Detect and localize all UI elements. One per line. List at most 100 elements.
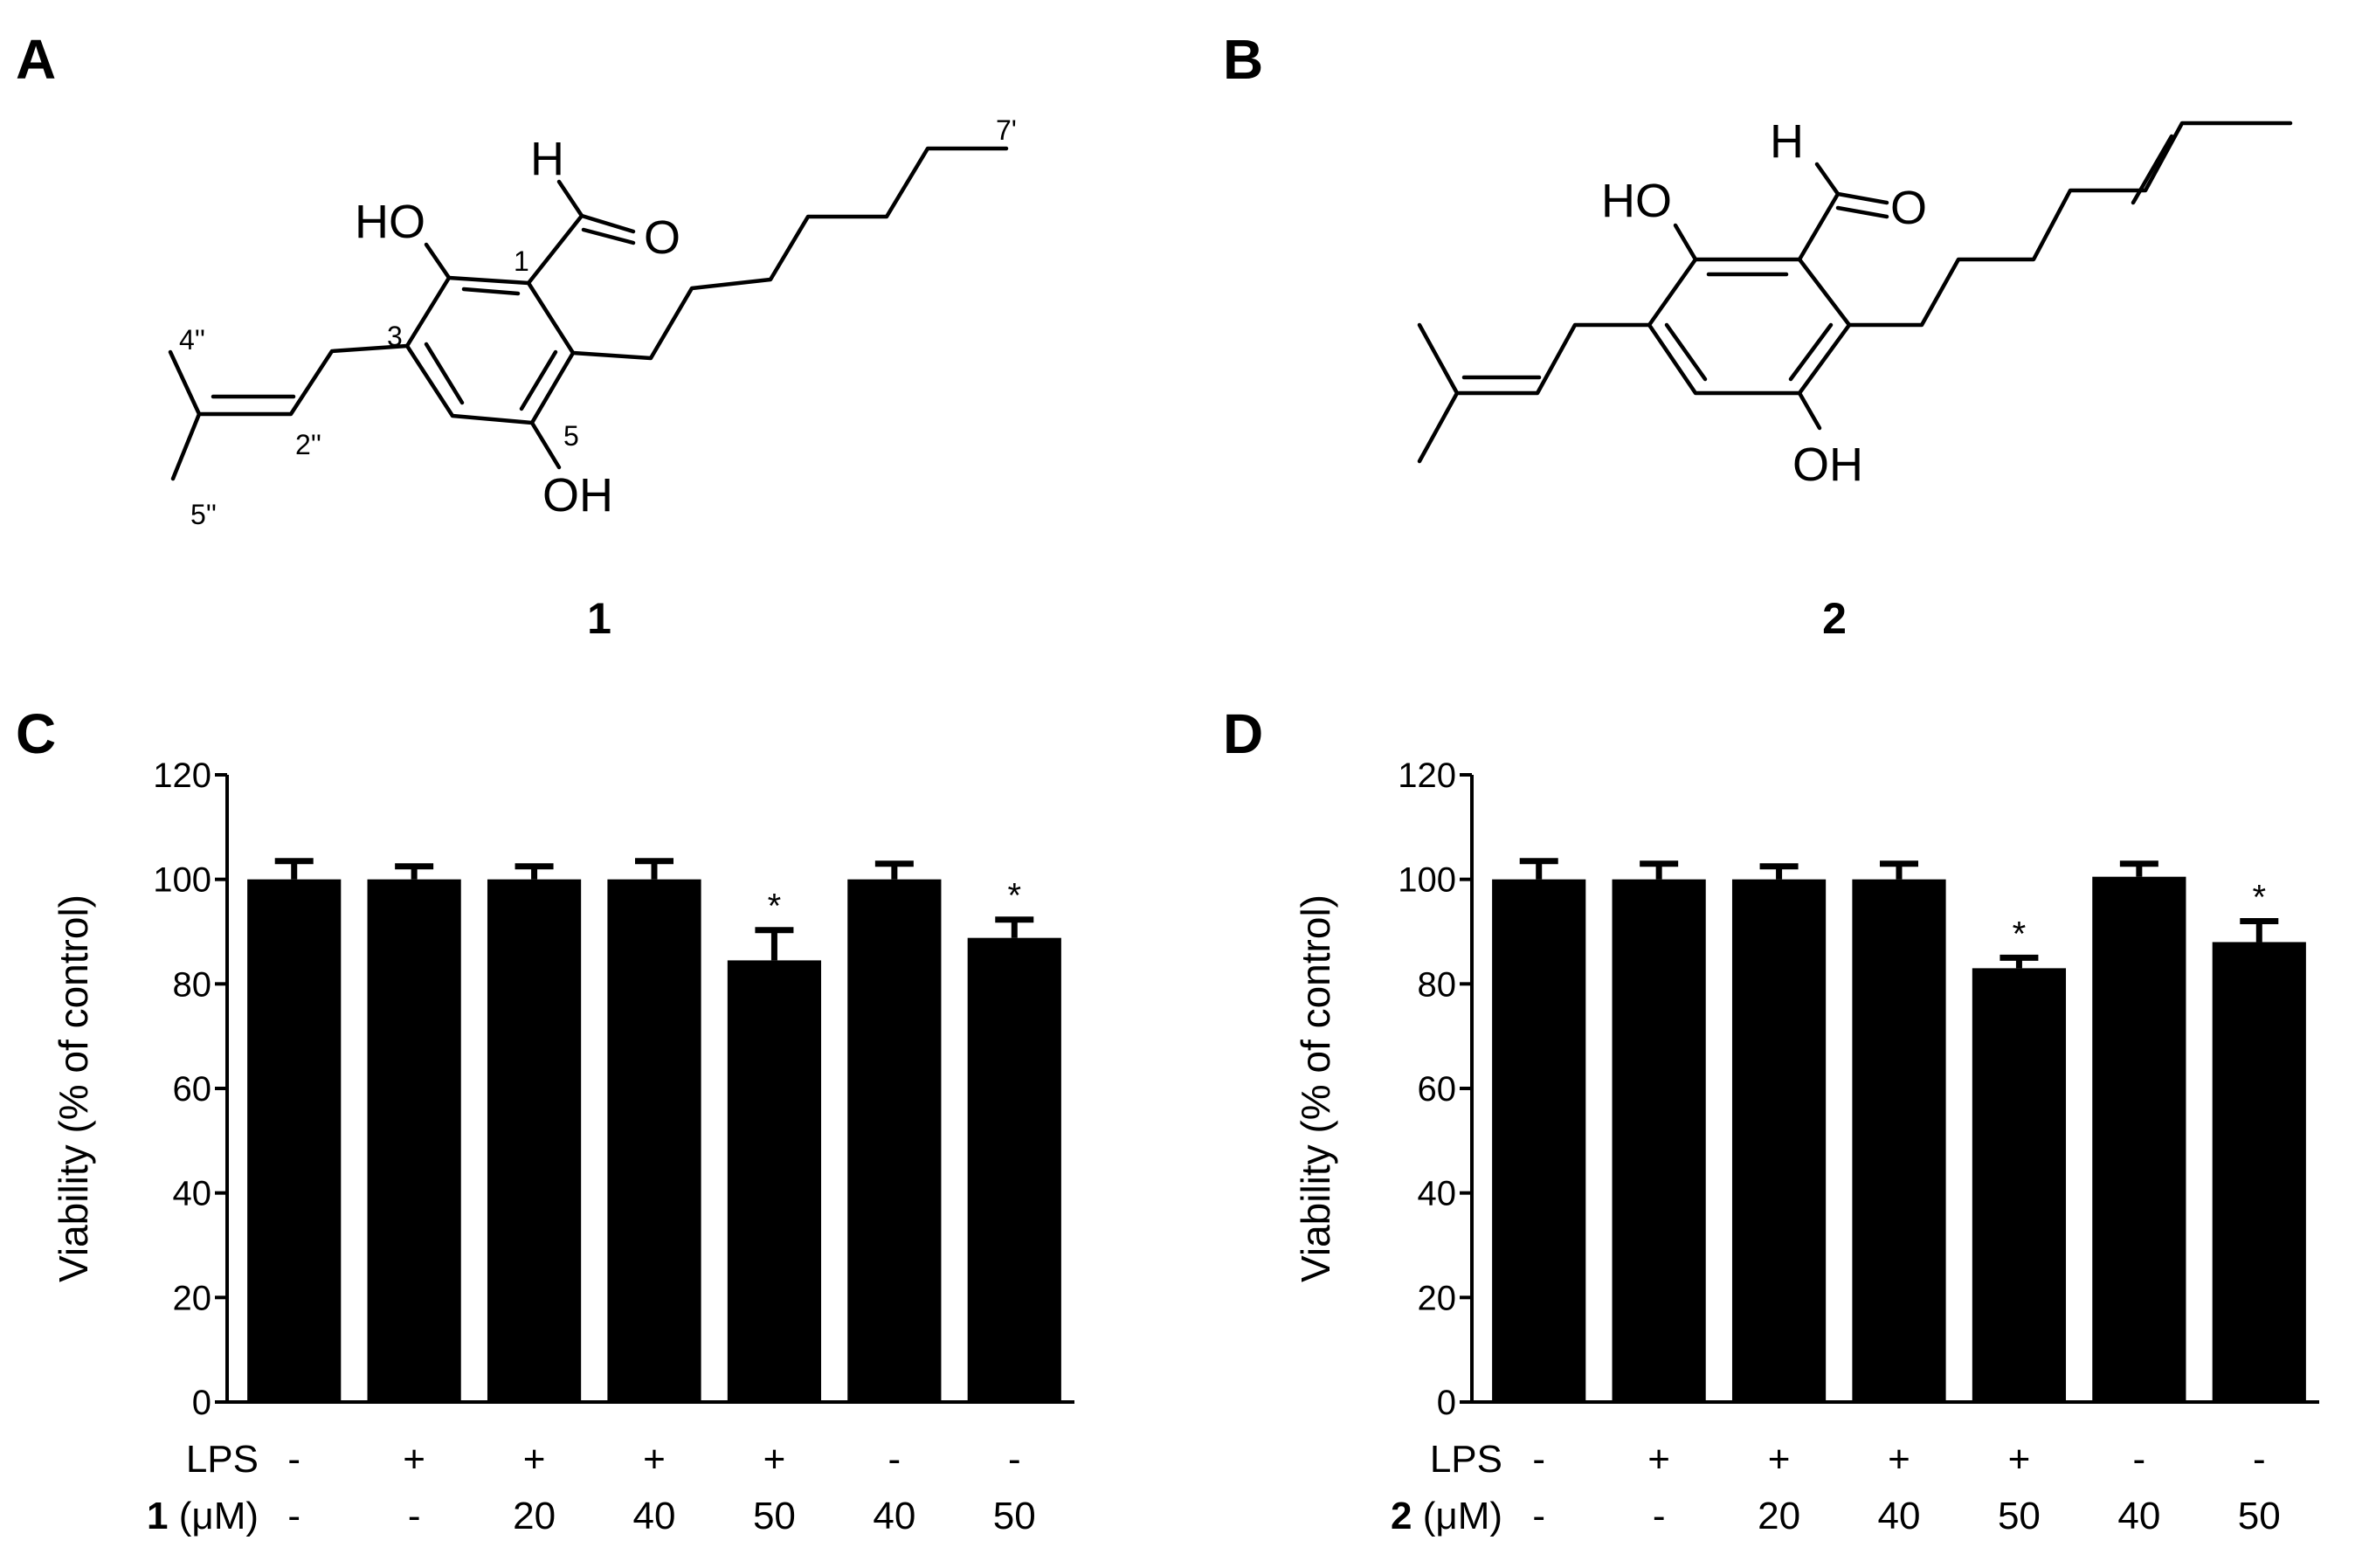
- atom-oh: OH: [542, 469, 613, 522]
- condition-compound-number: 2: [1391, 1495, 1423, 1537]
- condition-value: -: [408, 1495, 421, 1537]
- chain-double-bond: [2131, 134, 2174, 205]
- significance-marker: *: [1007, 877, 1021, 915]
- y-tick-label: 80: [1418, 965, 1457, 1004]
- condition-value: -: [1653, 1495, 1666, 1537]
- condition-value: +: [2008, 1438, 2031, 1481]
- condition-value: +: [1768, 1438, 1791, 1481]
- aldehyde-ch-bond: [526, 179, 584, 286]
- y-tick-label: 80: [173, 965, 212, 1004]
- atom-h: H: [530, 133, 564, 185]
- panel-b: B HO H O OH 2: [1223, 28, 2293, 643]
- condition-value: -: [2133, 1438, 2146, 1481]
- ring-double-bond: [461, 287, 521, 296]
- hydroxyl-bond: [1797, 390, 1822, 431]
- hydroxyl-bond: [529, 420, 562, 470]
- prenyl-chain: [1417, 322, 1652, 464]
- y-tick-label: 0: [192, 1384, 211, 1422]
- condition-value: 20: [513, 1495, 556, 1537]
- compound-number-2: 2: [1822, 594, 1847, 643]
- condition-value: 40: [1878, 1495, 1921, 1537]
- significance-marker: *: [2252, 879, 2266, 917]
- condition-unit: (μM): [179, 1495, 259, 1537]
- bar: [967, 937, 1061, 1402]
- y-tick-label: 60: [173, 1070, 212, 1109]
- bar: [727, 960, 822, 1402]
- hydroxyl-bond: [1673, 223, 1698, 262]
- panel-letter-d: D: [1223, 702, 1263, 765]
- condition-value: -: [2253, 1438, 2266, 1481]
- panel-letter-b: B: [1223, 28, 1263, 91]
- condition-value: +: [403, 1438, 425, 1481]
- condition-row-label: LPS: [1430, 1438, 1502, 1481]
- locant-7p: 7': [996, 114, 1017, 146]
- locant-5: 5: [563, 420, 579, 452]
- condition-value: 20: [1758, 1495, 1800, 1537]
- hydroxyl-bond: [424, 242, 452, 280]
- y-tick-label: 0: [1437, 1384, 1456, 1422]
- y-tick-label: 20: [173, 1279, 212, 1317]
- structure-compound-1: HO H O OH 1 3 5 2'' 4'' 5'' 7': [168, 114, 1017, 530]
- condition-value: -: [888, 1438, 901, 1481]
- bar: [607, 879, 701, 1402]
- ring-double-bond: [1788, 322, 1834, 382]
- prenyl-chain: [168, 343, 410, 481]
- panel-letter-c: C: [16, 702, 56, 765]
- condition-value: 50: [993, 1495, 1036, 1537]
- bar: [1731, 879, 1827, 1402]
- heptyl-chain: [570, 146, 1009, 361]
- condition-value: 50: [753, 1495, 796, 1537]
- condition-row-label: 2 (μM): [1391, 1495, 1502, 1537]
- significance-marker: *: [2013, 915, 2027, 953]
- bar: [1492, 879, 1586, 1402]
- y-tick-label: 120: [1398, 756, 1456, 795]
- condition-value: -: [287, 1495, 300, 1537]
- condition-value: 50: [2238, 1495, 2281, 1537]
- ring-double-bond: [424, 342, 465, 405]
- locant-2pp: 2'': [295, 429, 321, 460]
- condition-value: -: [287, 1438, 300, 1481]
- chart-d: 0 20 40 60 80 100 120 Viability (% of control) *…: [1293, 756, 2319, 1537]
- condition-value: -: [1532, 1495, 1545, 1537]
- condition-value: +: [523, 1438, 546, 1481]
- y-tick-label: 60: [1418, 1070, 1457, 1109]
- y-tick-label: 120: [153, 756, 211, 795]
- y-axis-title: Viability (% of control): [1293, 895, 1338, 1282]
- condition-value: +: [763, 1438, 786, 1481]
- y-tick-label: 20: [1418, 1279, 1457, 1317]
- bar: [367, 879, 461, 1402]
- bar: [1852, 879, 1946, 1402]
- compound-number-1: 1: [587, 594, 611, 643]
- ring-double-bond: [519, 349, 558, 411]
- aldehyde-co-bond: [579, 213, 636, 245]
- y-tick-label: 100: [153, 861, 211, 900]
- panel-d: D 0 20 40 60 80 100 120 Viability (% of control…: [1223, 702, 2319, 1537]
- condition-value: -: [1008, 1438, 1021, 1481]
- ring-double-bond: [1664, 322, 1708, 382]
- condition-value: +: [1647, 1438, 1670, 1481]
- condition-value: 40: [2117, 1495, 2160, 1537]
- condition-value: +: [1888, 1438, 1910, 1481]
- heptenyl-chain: [1847, 121, 2293, 328]
- structure-compound-2: HO H O OH: [1417, 115, 2293, 491]
- bar: [1612, 879, 1706, 1402]
- bar: [487, 879, 582, 1402]
- aldehyde-co-bond: [1835, 191, 1889, 219]
- panel-letter-a: A: [16, 28, 56, 91]
- locant-4pp: 4'': [179, 324, 205, 356]
- condition-row-label: 1 (μM): [147, 1495, 259, 1537]
- y-tick-label: 100: [1398, 861, 1456, 900]
- atom-o: O: [644, 211, 680, 264]
- atom-h: H: [1770, 115, 1804, 168]
- bar: [1972, 968, 2067, 1402]
- condition-compound-number: 1: [147, 1495, 179, 1537]
- condition-unit: (μM): [1423, 1495, 1502, 1537]
- locant-5pp: 5'': [190, 499, 217, 530]
- atom-ho: HO: [1601, 175, 1672, 227]
- condition-value: 50: [1998, 1495, 2041, 1537]
- significance-marker: *: [768, 888, 782, 926]
- condition-value: +: [643, 1438, 666, 1481]
